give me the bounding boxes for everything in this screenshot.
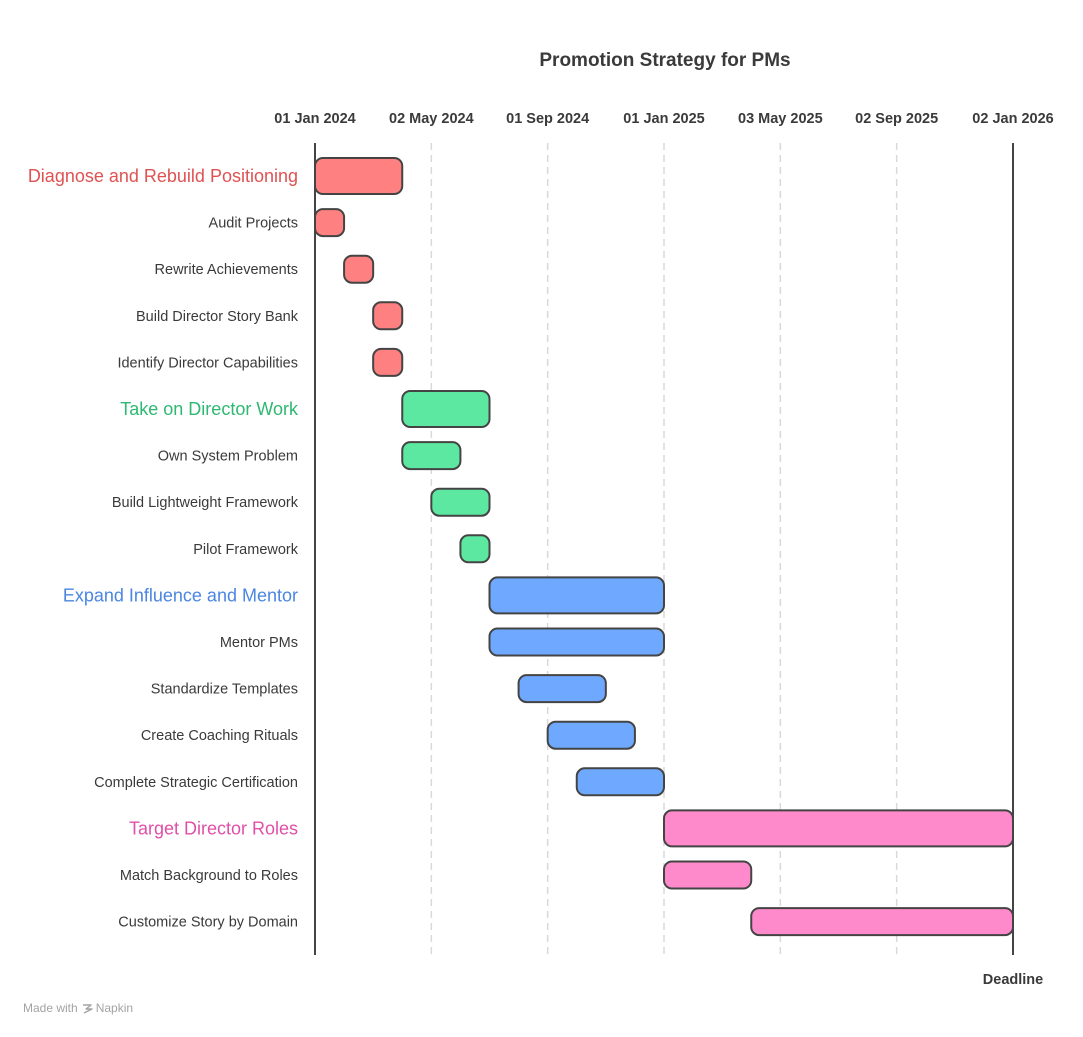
task-bar [488, 627, 665, 657]
task-label: Build Director Story Bank [136, 309, 299, 325]
group-bar [314, 157, 404, 195]
task-label: Own System Problem [158, 449, 298, 465]
task-bar [546, 720, 636, 750]
group-bar [663, 809, 1014, 848]
tick-label: 01 Jan 2024 [274, 111, 355, 127]
tick-label: 03 May 2025 [738, 111, 823, 127]
task-label: Mentor PMs [220, 635, 298, 651]
group-label: Target Director Roles [129, 818, 298, 838]
task-label: Complete Strategic Certification [94, 775, 298, 791]
task-label: Match Background to Roles [120, 868, 298, 884]
made-with-text: Made with [23, 1001, 78, 1015]
napkin-logo-icon [82, 1003, 93, 1014]
axis-ticks: 01 Jan 2024 02 May 2024 01 Sep 2024 01 Jan … [274, 111, 1053, 127]
task-label: Identify Director Capabilities [117, 355, 298, 371]
group-label: Expand Influence and Mentor [63, 585, 298, 605]
task-bar [314, 208, 346, 238]
task-bar [430, 487, 491, 517]
tick-label: 02 Jan 2026 [972, 111, 1053, 127]
task-label: Rewrite Achievements [155, 262, 298, 278]
group-label: Diagnose and Rebuild Positioning [28, 166, 298, 186]
tick-label: 02 Sep 2025 [855, 111, 938, 127]
task-bar [575, 767, 665, 797]
group-label: Take on Director Work [120, 399, 299, 419]
task-label: Create Coaching Rituals [141, 728, 298, 744]
napkin-brand: Napkin [82, 1001, 133, 1015]
task-label: Customize Story by Domain [118, 915, 298, 931]
chart-title: Promotion Strategy for PMs [539, 50, 790, 71]
tick-label: 02 May 2024 [389, 111, 474, 127]
task-label: Pilot Framework [193, 542, 298, 558]
group-bar [401, 390, 491, 428]
task-label: Audit Projects [209, 216, 298, 232]
task-bar [372, 347, 404, 377]
napkin-brand-label: Napkin [95, 1001, 134, 1015]
tick-label: 01 Sep 2024 [506, 111, 589, 127]
task-label: Build Lightweight Framework [112, 495, 299, 511]
task-label: Standardize Templates [151, 682, 298, 698]
tick-label: 01 Jan 2025 [623, 111, 704, 127]
task-bar [663, 860, 753, 890]
footer: Made with Napkin [23, 1001, 133, 1015]
task-bar [401, 441, 462, 471]
task-bar [372, 301, 404, 331]
deadline-label: Deadline [983, 972, 1043, 988]
task-bar [459, 534, 491, 564]
task-bar [750, 907, 1014, 937]
task-bar [343, 254, 375, 284]
task-bar [517, 674, 607, 704]
task-rows: Diagnose and Rebuild Positioning Audit Pr… [28, 157, 1014, 937]
group-bar [488, 576, 665, 615]
